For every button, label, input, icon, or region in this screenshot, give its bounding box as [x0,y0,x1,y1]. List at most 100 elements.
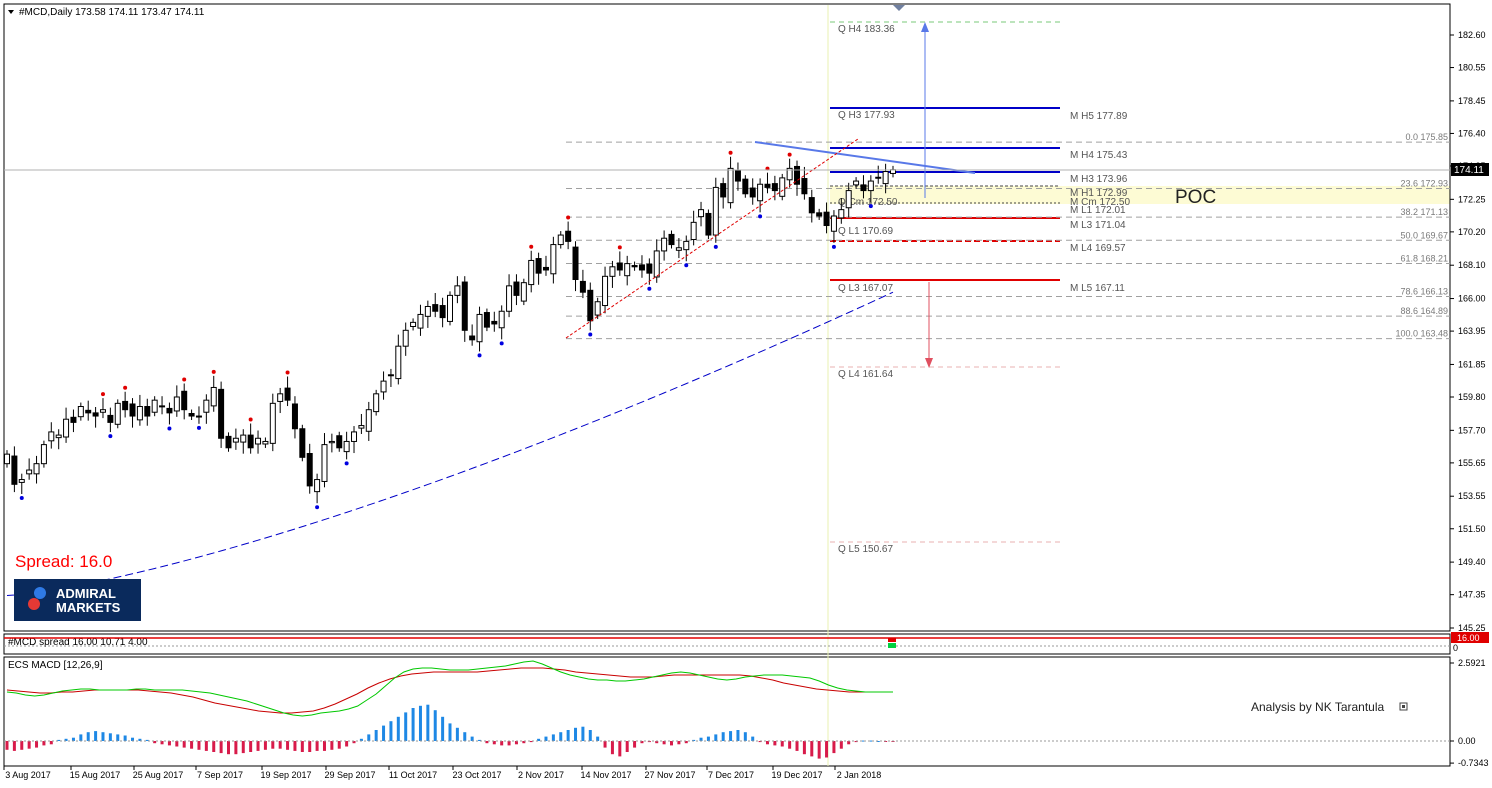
macd-bar [5,741,9,750]
macd-bar [544,736,548,741]
candle-body [18,479,25,483]
fibonacci-levels: 0.0 175.85 23.6 172.93 38.2 171.13 50.0 169… [566,132,1450,340]
candle-body [520,282,527,302]
macd-bar [293,741,297,751]
fractal-down-icon [315,505,320,510]
fractal-up-icon [617,245,622,250]
candle-body [853,180,860,186]
candle-body [159,405,166,408]
candle-body [771,183,778,192]
macd-bar [773,741,777,746]
candle-body [734,169,741,182]
macd-bar [197,741,201,750]
macd-bar [485,741,489,744]
level-label: Q L4 161.64 [838,369,893,380]
fractal-up-icon [529,244,534,249]
fractal-up-icon [182,377,187,382]
price-tick-label: 163.95 [1458,326,1486,336]
fib-label: 23.6 172.93 [1400,179,1448,189]
spread-green-marker-icon [888,643,896,648]
macd-bar [241,741,245,754]
fib-label: 78.6 166.13 [1400,286,1448,296]
dropdown-caret-icon[interactable] [8,10,14,14]
candle-body [33,463,40,475]
candle-body [85,409,92,414]
level-label: Q L5 150.67 [838,544,893,555]
candle-body [26,469,33,475]
macd-bar [271,741,275,749]
macd-bar [300,741,304,752]
candle-body [661,237,668,252]
candle-body [203,399,210,413]
candle-body [173,396,180,412]
price-tick-label: 168.10 [1458,260,1486,270]
candle-body [129,403,136,417]
main-panel-frame [3,3,1451,632]
macd-bar [160,741,164,745]
macd-bar [204,741,208,751]
level-label: Q H3 177.93 [838,110,895,121]
candle-body [631,265,638,268]
macd-bar [374,730,378,741]
candle-body [616,262,623,271]
fractal-up-icon [728,150,733,155]
fractal-down-icon [713,244,718,249]
candle-body [535,258,542,274]
macd-bar [27,741,31,749]
macd-bar [138,738,142,741]
macd-bar [514,741,518,745]
macd-bar [825,741,829,758]
macd-bar [123,735,127,741]
macd-histogram [5,704,895,759]
macd-bar [101,732,105,741]
macd-bar [729,731,733,741]
fractal-up-icon [211,369,216,374]
candle-body [225,435,232,449]
macd-bar [847,741,851,745]
spread-text: Spread: 16.0 [15,552,112,571]
logo-line-1: ADMIRAL [56,586,116,601]
fib-label: 38.2 171.13 [1400,207,1448,217]
macd-bar [278,741,282,749]
candle-body [794,165,801,185]
macd-bar [330,741,334,750]
spread-axis-zero: 0 [1453,643,1458,653]
current-price-value: 174.11 [1454,165,1484,176]
level-label: Q Cm 172.50 [838,197,898,208]
price-tick-label: 178.45 [1458,96,1486,106]
candle-body [823,211,830,227]
macd-bar [322,741,326,751]
macd-bar [71,737,75,741]
macd-bar [706,736,710,741]
macd-bar [618,741,622,757]
candle-body [166,407,173,414]
macd-bar [448,723,452,741]
price-tick-label: 153.55 [1458,491,1486,501]
time-tick-label: 2 Nov 2017 [518,770,564,780]
candle-body [757,183,764,202]
price-tick-label: 155.65 [1458,458,1486,468]
candle-body [232,437,239,443]
macd-bar [94,731,98,741]
level-label: Q H4 183.36 [838,24,895,35]
macd-bar [108,733,112,741]
fractal-down-icon [684,263,689,268]
candle-body [11,455,18,485]
top-marker-icon [893,5,905,11]
candle-body [114,402,121,425]
macd-bar [551,734,555,741]
candle-body [255,437,262,445]
spread-axis-value: 16.00 [1457,633,1480,643]
price-tick-label: 180.55 [1458,63,1486,73]
macd-bar [175,741,179,747]
macd-signal-line [6,667,893,714]
level-label: M L5 167.11 [1070,283,1125,294]
candle-body [454,285,461,296]
trend-line-upper [754,141,976,174]
candle-body [321,444,328,482]
macd-bar [79,734,83,741]
fractal-down-icon [19,495,24,500]
candle-body [668,233,675,246]
logo-dot-red-icon [28,598,40,610]
candle-body [432,304,439,312]
